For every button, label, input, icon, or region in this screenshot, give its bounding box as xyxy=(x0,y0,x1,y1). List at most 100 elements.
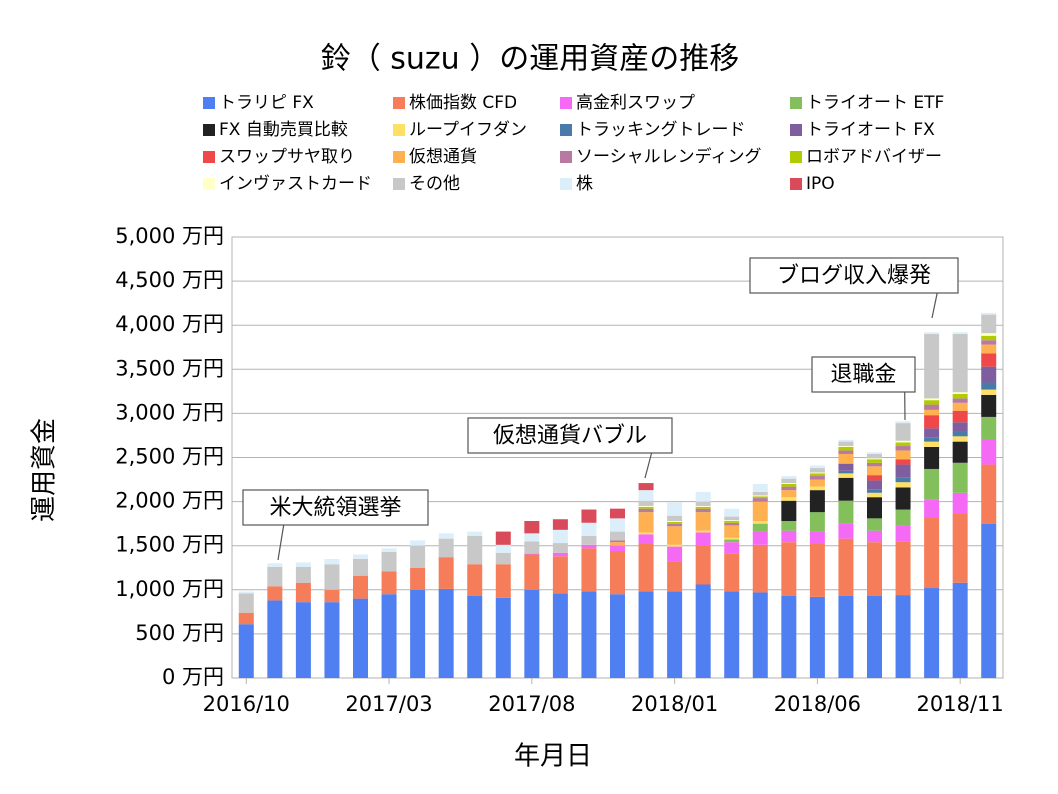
x-tick-label: 2017/03 xyxy=(345,692,432,716)
legend-label: トラッキングトレード xyxy=(576,120,746,140)
bar-segment xyxy=(267,586,283,601)
bar-segment xyxy=(552,552,568,557)
bar-segment xyxy=(581,548,597,592)
bar-segment xyxy=(752,521,768,524)
bar-segment xyxy=(467,531,483,536)
bar-segment xyxy=(695,491,711,502)
bar-segment xyxy=(267,600,283,678)
bar-segment xyxy=(610,545,625,551)
bar-segment xyxy=(781,542,797,596)
bar-segment xyxy=(524,554,540,590)
bar-segment xyxy=(381,548,397,552)
bar-segment xyxy=(952,402,968,411)
bar-segment xyxy=(724,522,740,526)
bar-segment xyxy=(867,497,882,519)
bar-segment xyxy=(295,602,311,678)
y-tick-label: 0 万円 xyxy=(162,665,224,689)
callout-box xyxy=(467,417,673,454)
bar-segment xyxy=(838,441,854,447)
bar-segment xyxy=(838,500,854,524)
bar-segment xyxy=(581,522,597,536)
callout-pointer xyxy=(931,292,938,319)
bar-segment xyxy=(438,538,454,558)
bar-segment xyxy=(924,404,940,410)
bar-segment xyxy=(781,483,797,487)
bar-segment xyxy=(838,473,854,478)
bar-segment xyxy=(667,521,683,524)
bar-segment xyxy=(381,551,397,572)
bar-segment xyxy=(324,564,340,590)
bar-segment xyxy=(495,597,511,678)
bar-segment xyxy=(638,506,654,507)
bar-segment xyxy=(667,544,683,547)
bar-segment xyxy=(981,523,997,678)
legend-swatch xyxy=(790,124,802,136)
bar-segment xyxy=(924,499,940,518)
bar-segment xyxy=(867,492,882,498)
bar-segment xyxy=(695,508,711,513)
bar-segment xyxy=(924,428,940,438)
bar-segment xyxy=(952,431,968,437)
bar-segment xyxy=(752,523,768,532)
bar-segment xyxy=(809,473,825,477)
bar-segment xyxy=(781,483,797,484)
bar-segment xyxy=(895,525,911,542)
x-tick-label: 2018/06 xyxy=(774,692,861,716)
bar-segment xyxy=(467,535,483,565)
bar-segment xyxy=(952,398,968,403)
bar-segment xyxy=(695,501,711,507)
bar-segment xyxy=(610,508,625,519)
bar-segment xyxy=(638,532,654,535)
bar-segment xyxy=(952,393,968,399)
bar-segment xyxy=(495,544,511,553)
annotation: 仮想通貨バブル xyxy=(493,424,647,449)
bar-segment xyxy=(724,508,740,517)
bar-segment xyxy=(752,483,768,492)
legend-label: その他 xyxy=(409,174,460,194)
bar-segment xyxy=(638,500,654,507)
bar-segment xyxy=(667,526,683,545)
bar-segment xyxy=(353,598,368,678)
bar-segment xyxy=(524,521,540,534)
bar-segment xyxy=(610,550,625,595)
bar-segment xyxy=(638,591,654,678)
bar-segment xyxy=(467,595,483,678)
bar-segment xyxy=(410,567,426,590)
bar-segment xyxy=(809,596,825,678)
bar-segment xyxy=(981,382,997,390)
legend-label: トライオート FX xyxy=(806,120,935,140)
callout-box xyxy=(811,356,916,393)
bar-segment xyxy=(809,479,825,487)
bar-segment xyxy=(667,523,683,527)
bar-segment xyxy=(781,476,797,479)
bar-segment xyxy=(981,344,997,354)
bar-segment xyxy=(638,512,654,533)
bar-segment xyxy=(924,409,940,416)
annotation: ブログ収入爆発 xyxy=(777,264,931,289)
bar-segment xyxy=(781,595,797,678)
x-tick-label: 2018/11 xyxy=(917,692,1004,716)
bar-segment xyxy=(410,589,426,678)
legend-swatch xyxy=(560,97,572,109)
bar-segment xyxy=(581,509,597,523)
y-axis-title: 運用資金 xyxy=(30,418,60,522)
bar-segment xyxy=(295,562,311,567)
bar-segment xyxy=(438,557,454,589)
bar-segment xyxy=(809,490,825,513)
bar-segment xyxy=(752,495,768,497)
bar-segment xyxy=(581,544,597,549)
bar-segment xyxy=(924,517,940,589)
y-tick-label: 1,500 万円 xyxy=(115,533,224,557)
bar-segment xyxy=(724,539,740,543)
y-tick-label: 4,000 万円 xyxy=(115,312,224,336)
legend-label: トラリピ FX xyxy=(219,93,314,113)
legend-label: トライオート ETF xyxy=(806,93,944,113)
bar-segment xyxy=(238,612,254,625)
bar-segment xyxy=(867,475,882,481)
x-tick-label: 2018/01 xyxy=(631,692,718,716)
bar-segment xyxy=(809,472,825,474)
bar-segment xyxy=(724,542,740,554)
legend-swatch xyxy=(790,178,802,190)
bar-segment xyxy=(981,389,997,395)
bar-segment xyxy=(838,523,854,539)
